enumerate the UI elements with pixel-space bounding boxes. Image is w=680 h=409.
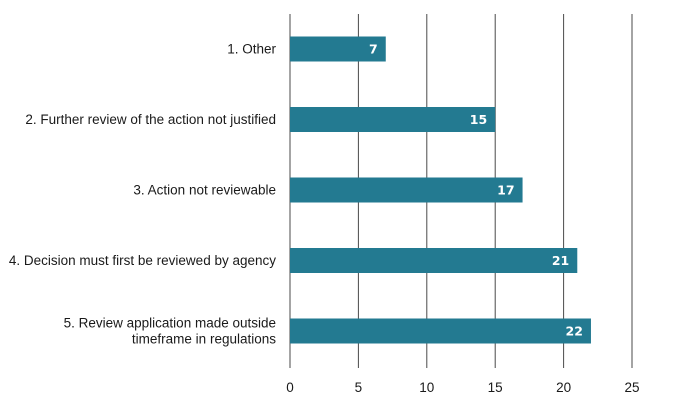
x-tick-label: 0 — [286, 380, 294, 395]
category-labels: 1. Other 2. Further review of the action … — [9, 42, 277, 347]
x-tick-label: 10 — [419, 380, 434, 395]
category-label: 2. Further review of the action not just… — [25, 112, 276, 127]
x-tick-label: 25 — [624, 380, 639, 395]
bar — [290, 36, 386, 62]
x-tick-label: 5 — [355, 380, 363, 395]
bar-value-label: 15 — [470, 112, 487, 127]
bars: 7 15 17 21 22 — [290, 36, 591, 344]
category-label: 5. Review application made outside timefr… — [64, 316, 277, 347]
category-label: 1. Other — [227, 42, 276, 57]
category-label: 4. Decision must first be reviewed by ag… — [9, 253, 276, 268]
bar-value-label: 17 — [497, 183, 514, 198]
bar — [290, 177, 523, 203]
bar-value-label: 22 — [566, 324, 583, 339]
x-tick-label: 20 — [556, 380, 571, 395]
bar — [290, 107, 496, 132]
category-label: 3. Action not reviewable — [133, 183, 276, 198]
bar — [290, 248, 578, 273]
bar — [290, 318, 591, 344]
bar-value-label: 7 — [369, 42, 378, 57]
x-tick-label: 15 — [488, 380, 503, 395]
bar-value-label: 21 — [552, 253, 569, 268]
x-axis-tick-labels: 0 5 10 15 20 25 — [286, 380, 639, 395]
